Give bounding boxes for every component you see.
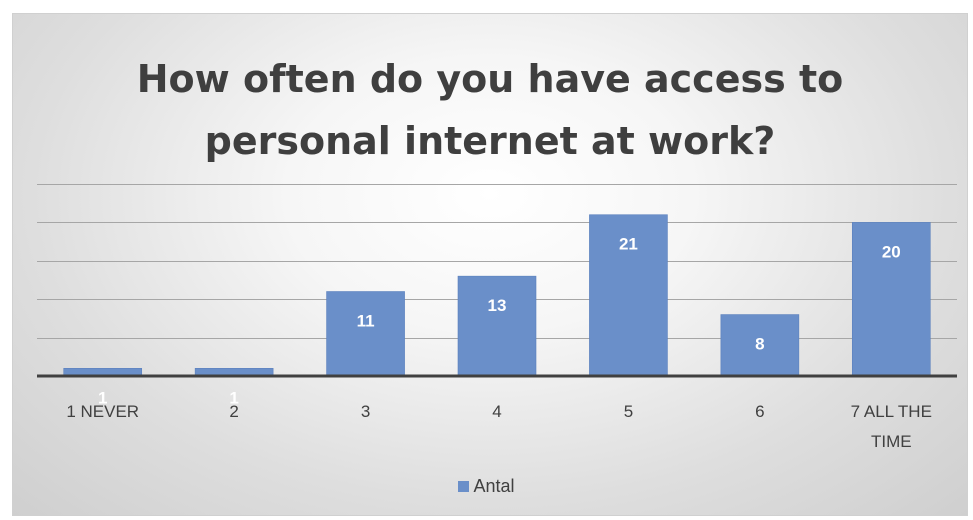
bar [457, 275, 537, 377]
legend: Antal [0, 476, 973, 497]
category-label: 7 ALL THE TIME [851, 402, 932, 451]
category-label: 3 [361, 402, 370, 421]
category-label: 4 [492, 402, 501, 421]
data-label: 8 [755, 335, 764, 354]
chart-area: How often do you have access to personal… [12, 13, 968, 516]
category-label: 2 [229, 402, 238, 421]
legend-label: Antal [473, 476, 515, 496]
data-label: 1 [229, 388, 238, 407]
chart-title-line-2: personal internet at work? [204, 119, 776, 163]
bar [851, 222, 931, 377]
category-label: 5 [624, 402, 633, 421]
data-label: 1 [98, 388, 107, 407]
data-label: 13 [488, 296, 507, 315]
bar [326, 291, 405, 377]
category-label: 6 [755, 402, 764, 421]
bar [589, 214, 668, 377]
chart-title: How often do you have access to personal… [13, 48, 967, 172]
data-label: 20 [882, 242, 901, 261]
category-label: 1 NEVER [66, 402, 139, 421]
data-label: 21 [619, 235, 638, 254]
chart-title-line-1: How often do you have access to [136, 57, 844, 101]
bar [720, 314, 800, 377]
data-label: 11 [357, 312, 375, 331]
legend-swatch [458, 481, 470, 492]
